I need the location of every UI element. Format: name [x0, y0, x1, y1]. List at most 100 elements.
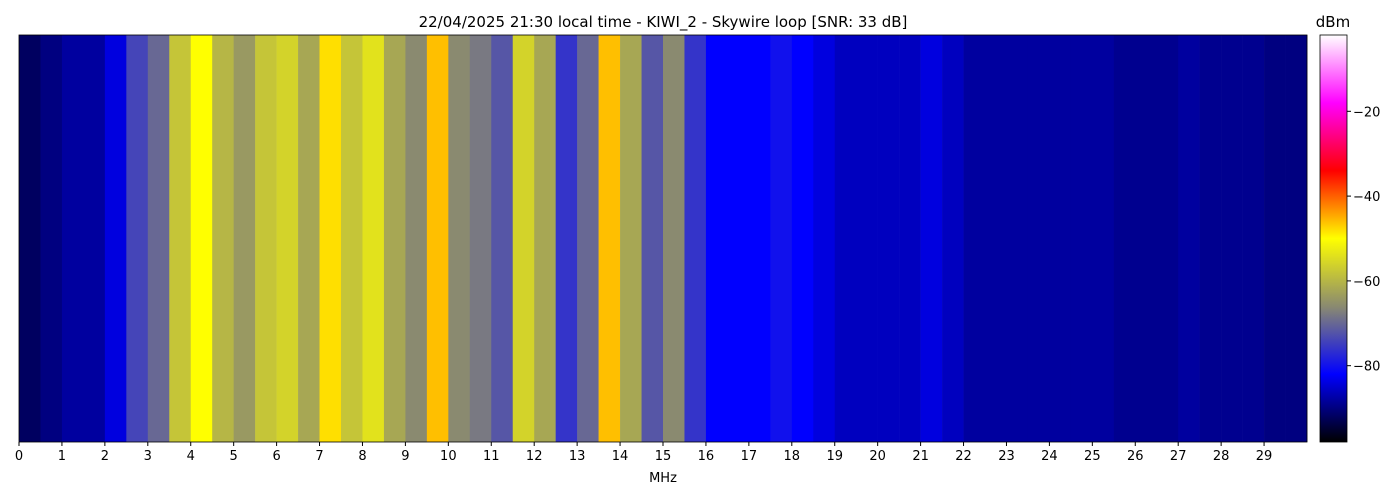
- spectrum-column: [1006, 35, 1029, 442]
- spectrum-column: [1049, 35, 1072, 442]
- spectrum-column: [920, 35, 943, 442]
- spectrum-column: [233, 35, 256, 442]
- x-tick-label: 0: [15, 449, 23, 464]
- spectrum-column: [791, 35, 814, 442]
- x-tick-label: 20: [869, 449, 886, 464]
- spectrum-column: [598, 35, 621, 442]
- colorbar-tick-label: −80: [1353, 360, 1380, 375]
- colorbar-tick-label: −60: [1353, 275, 1380, 290]
- x-tick-label: 12: [526, 449, 543, 464]
- spectrum-column: [748, 35, 771, 442]
- spectrum-column: [1113, 35, 1136, 442]
- spectrum-column: [341, 35, 363, 442]
- chart-title: 22/04/2025 21:30 local time - KIWI_2 - S…: [419, 13, 908, 32]
- x-tick-label: 15: [655, 449, 672, 464]
- spectrum-column: [512, 35, 535, 442]
- x-tick-label: 27: [1170, 449, 1187, 464]
- x-tick-label: 10: [440, 449, 457, 464]
- spectrum-column: [1221, 35, 1243, 442]
- spectrum-column: [19, 35, 41, 442]
- x-tick-label: 21: [912, 449, 929, 464]
- x-tick-label: 23: [998, 449, 1015, 464]
- spectrum-column: [555, 35, 578, 442]
- spectrum-column: [770, 35, 793, 442]
- x-tick-label: 9: [401, 449, 409, 464]
- spectrum-column: [985, 35, 1007, 442]
- spectrum-column: [61, 35, 84, 442]
- spectrum-column: [1199, 35, 1222, 442]
- spectrum-column: [1264, 35, 1286, 442]
- x-tick-label: 22: [955, 449, 972, 464]
- x-tick-label: 18: [784, 449, 801, 464]
- spectrum-column: [942, 35, 964, 442]
- spectrum-column: [534, 35, 556, 442]
- x-tick-label: 13: [569, 449, 586, 464]
- colorbar: [1319, 34, 1348, 443]
- plot-area: [19, 35, 1308, 442]
- spectrum-column: [448, 35, 471, 442]
- spectrum-column: [1135, 35, 1158, 442]
- spectrum-column: [1070, 35, 1093, 442]
- spectrum-column: [426, 35, 449, 442]
- spectrum-column: [212, 35, 234, 442]
- spectrum-column: [405, 35, 428, 442]
- spectrum-column: [383, 35, 406, 442]
- spectrum-column: [298, 35, 320, 442]
- spectrum-column: [834, 35, 857, 442]
- x-tick-label: 24: [1041, 449, 1058, 464]
- x-tick-label: 28: [1213, 449, 1230, 464]
- x-tick-label: 6: [272, 449, 280, 464]
- x-tick-label: 3: [144, 449, 152, 464]
- colorbar-tick-label: −20: [1353, 105, 1380, 120]
- spectrum-column: [856, 35, 878, 442]
- spectrum-column: [190, 35, 213, 442]
- x-tick-label: 29: [1256, 449, 1273, 464]
- colorbar-tick-label: −40: [1353, 190, 1380, 205]
- x-tick-label: 11: [483, 449, 500, 464]
- x-tick-label: 7: [315, 449, 323, 464]
- spectrum-column: [169, 35, 192, 442]
- x-tick-label: 8: [358, 449, 366, 464]
- spectrum-column: [705, 35, 728, 442]
- spectrum-column: [727, 35, 750, 442]
- x-tick-label: 16: [698, 449, 715, 464]
- spectrum-column: [620, 35, 642, 442]
- spectrum-column: [963, 35, 986, 442]
- colorbar-label: dBm: [1316, 13, 1350, 31]
- x-tick-label: 4: [187, 449, 195, 464]
- x-axis-label: MHz: [649, 471, 677, 486]
- spectrum-column: [83, 35, 106, 442]
- spectrum-column: [1156, 35, 1179, 442]
- x-tick-label: 1: [58, 449, 66, 464]
- spectrum-column: [684, 35, 707, 442]
- spectrum-column: [147, 35, 170, 442]
- spectrum-column: [40, 35, 63, 442]
- spectrum-column: [1092, 35, 1115, 442]
- spectrum-column: [362, 35, 385, 442]
- spectrum-column: [491, 35, 514, 442]
- spectrum-column: [1285, 35, 1308, 442]
- spectrum-column: [1242, 35, 1265, 442]
- x-tick-label: 5: [230, 449, 238, 464]
- spectrum-column: [641, 35, 664, 442]
- x-tick-label: 26: [1127, 449, 1144, 464]
- spectrum-column: [104, 35, 127, 442]
- spectrum-column: [1027, 35, 1050, 442]
- spectrum-column: [1178, 35, 1200, 442]
- x-tick-label: 25: [1084, 449, 1101, 464]
- x-tick-label: 17: [741, 449, 758, 464]
- x-tick-label: 19: [826, 449, 843, 464]
- spectrum-column: [255, 35, 277, 442]
- spectrum-column: [813, 35, 836, 442]
- spectrum-column: [877, 35, 900, 442]
- spectrum-column: [899, 35, 921, 442]
- spectrum-column: [319, 35, 342, 442]
- spectrum-column: [276, 35, 299, 442]
- spectrum-column: [469, 35, 492, 442]
- spectrum-column: [663, 35, 685, 442]
- x-tick-label: 2: [101, 449, 109, 464]
- x-tick-label: 14: [612, 449, 629, 464]
- spectrum-column: [577, 35, 599, 442]
- spectrum-column: [126, 35, 149, 442]
